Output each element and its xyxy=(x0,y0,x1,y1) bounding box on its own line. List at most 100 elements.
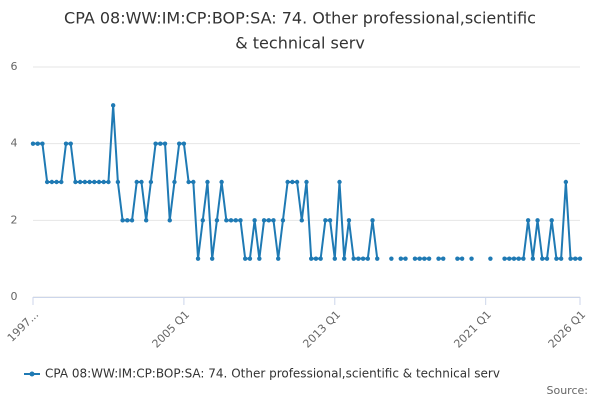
point xyxy=(40,141,45,146)
point xyxy=(535,218,540,223)
point xyxy=(266,218,271,223)
point xyxy=(233,218,238,223)
point xyxy=(200,218,205,223)
point xyxy=(360,256,366,261)
point xyxy=(167,218,172,223)
point xyxy=(209,256,215,261)
point xyxy=(257,256,262,261)
point xyxy=(549,218,554,223)
point xyxy=(455,256,460,261)
point xyxy=(134,179,139,185)
point xyxy=(370,218,375,223)
point xyxy=(459,256,465,261)
point xyxy=(403,256,408,261)
point xyxy=(507,256,512,261)
point xyxy=(412,256,418,261)
x-tick-label: 2026 Q1 xyxy=(546,308,589,351)
point xyxy=(309,256,314,261)
point xyxy=(96,179,102,185)
point xyxy=(181,141,187,146)
point xyxy=(238,218,243,223)
point xyxy=(120,218,125,223)
x-tick-label: 1997... xyxy=(5,308,41,344)
point xyxy=(158,141,163,146)
point xyxy=(242,256,248,261)
point xyxy=(35,141,40,146)
y-tick-label: 6 xyxy=(11,60,18,73)
point xyxy=(441,256,446,261)
chart-title: & technical serv xyxy=(235,34,365,53)
point xyxy=(558,256,564,261)
point xyxy=(195,256,201,261)
point xyxy=(271,218,276,223)
point xyxy=(49,179,55,185)
point xyxy=(365,256,371,261)
point xyxy=(299,218,304,223)
point xyxy=(224,218,229,223)
point xyxy=(313,256,319,261)
chart-title: CPA 08:WW:IM:CP:BOP:SA: 74. Other profes… xyxy=(64,9,536,28)
point xyxy=(488,256,493,261)
point xyxy=(516,256,521,261)
point xyxy=(346,218,352,223)
point xyxy=(252,218,257,223)
point xyxy=(92,179,97,185)
point xyxy=(285,179,290,185)
point xyxy=(176,141,182,146)
x-tick-label: 2005 Q1 xyxy=(150,308,193,351)
point xyxy=(540,256,545,261)
point xyxy=(214,218,220,223)
point xyxy=(106,179,111,185)
point xyxy=(129,218,135,223)
point xyxy=(332,256,337,261)
point xyxy=(63,141,69,146)
point xyxy=(511,256,517,261)
point xyxy=(568,256,573,261)
point xyxy=(554,256,559,261)
point xyxy=(577,256,583,261)
point xyxy=(44,179,50,185)
point xyxy=(276,256,281,261)
point xyxy=(143,218,149,223)
point xyxy=(247,256,253,261)
source: Source: xyxy=(547,384,589,397)
point xyxy=(417,256,422,261)
point xyxy=(469,256,474,261)
point xyxy=(337,179,342,185)
point xyxy=(563,179,569,185)
y-tick-label: 4 xyxy=(11,137,18,150)
point xyxy=(436,256,441,261)
point xyxy=(77,179,83,185)
y-tick-label: 2 xyxy=(11,213,18,226)
point xyxy=(261,218,267,223)
point xyxy=(544,256,550,261)
point xyxy=(54,179,59,185)
legend-label: CPA 08:WW:IM:CP:BOP:SA: 74. Other profes… xyxy=(45,367,500,381)
point xyxy=(422,256,427,261)
point xyxy=(30,141,36,146)
point xyxy=(162,141,168,146)
x-tick-label: 2013 Q1 xyxy=(300,308,343,351)
point xyxy=(356,256,361,261)
point xyxy=(573,256,578,261)
point xyxy=(101,179,106,185)
point xyxy=(186,179,191,185)
point xyxy=(530,256,536,261)
point xyxy=(110,103,116,108)
point xyxy=(290,179,295,185)
point xyxy=(87,179,92,185)
legend-marker xyxy=(29,371,35,377)
point xyxy=(375,256,380,261)
point xyxy=(351,256,356,261)
point xyxy=(525,218,531,223)
point xyxy=(318,256,323,261)
point xyxy=(59,179,64,185)
point xyxy=(148,179,154,185)
point xyxy=(191,179,196,185)
point xyxy=(280,218,286,223)
point xyxy=(68,141,73,146)
point xyxy=(115,179,121,185)
point xyxy=(219,179,224,185)
point xyxy=(426,256,432,261)
